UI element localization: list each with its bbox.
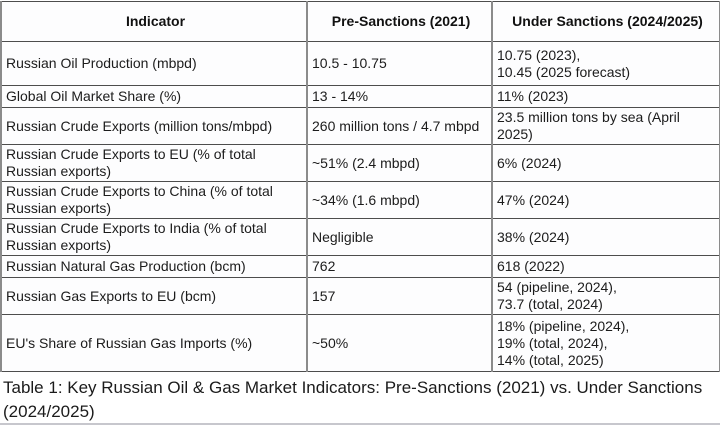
- column-header-pre-sanctions: Pre-Sanctions (2021): [306, 1, 493, 42]
- column-header-indicator: Indicator: [0, 1, 308, 42]
- table-row: Russian Crude Exports (million tons/mbpd…: [0, 107, 720, 145]
- table-row: Russian Oil Production (mbpd) 10.5 - 10.…: [0, 41, 720, 86]
- cell-indicator: Russian Crude Exports to India (% of tot…: [0, 218, 308, 256]
- cell-pre-sanctions: ~34% (1.6 mbpd): [306, 181, 493, 219]
- cell-pre-sanctions: ~50%: [306, 314, 493, 372]
- cell-indicator: Russian Crude Exports (million tons/mbpd…: [0, 107, 308, 145]
- cell-indicator: Russian Crude Exports to China (% of tot…: [0, 181, 308, 219]
- indicators-table: Indicator Pre-Sanctions (2021) Under San…: [0, 1, 720, 372]
- cell-under-sanctions: 11% (2023): [491, 85, 720, 108]
- table-row: EU's Share of Russian Gas Imports (%) ~5…: [0, 314, 720, 372]
- cell-pre-sanctions: 13 - 14%: [306, 85, 493, 108]
- page-bottom-divider: [0, 423, 720, 425]
- cell-pre-sanctions: 260 million tons / 4.7 mbpd: [306, 107, 493, 145]
- cell-under-sanctions: 38% (2024): [491, 218, 720, 256]
- cell-indicator: Russian Oil Production (mbpd): [0, 41, 308, 86]
- cell-under-sanctions: 23.5 million tons by sea (April 2025): [491, 107, 720, 145]
- cell-indicator: EU's Share of Russian Gas Imports (%): [0, 314, 308, 372]
- cell-pre-sanctions: ~51% (2.4 mbpd): [306, 144, 493, 182]
- table-caption: Table 1: Key Russian Oil & Gas Market In…: [3, 378, 703, 421]
- cell-pre-sanctions: 10.5 - 10.75: [306, 41, 493, 86]
- cell-indicator: Russian Natural Gas Production (bcm): [0, 255, 308, 278]
- table-row: Global Oil Market Share (%) 13 - 14% 11%…: [0, 85, 720, 108]
- cell-indicator: Russian Gas Exports to EU (bcm): [0, 277, 308, 315]
- cell-indicator: Russian Crude Exports to EU (% of total …: [0, 144, 308, 182]
- table-row: Russian Crude Exports to India (% of tot…: [0, 218, 720, 256]
- table-row: Russian Crude Exports to EU (% of total …: [0, 144, 720, 182]
- cell-pre-sanctions: 762: [306, 255, 493, 278]
- cell-pre-sanctions: Negligible: [306, 218, 493, 256]
- table-header-row: Indicator Pre-Sanctions (2021) Under San…: [0, 1, 720, 42]
- table-row: Russian Gas Exports to EU (bcm) 157 54 (…: [0, 277, 720, 315]
- cell-under-sanctions: 618 (2022): [491, 255, 720, 278]
- cell-under-sanctions: 47% (2024): [491, 181, 720, 219]
- table-row: Russian Natural Gas Production (bcm) 762…: [0, 255, 720, 278]
- cell-indicator: Global Oil Market Share (%): [0, 85, 308, 108]
- cell-under-sanctions: 6% (2024): [491, 144, 720, 182]
- cell-under-sanctions: 18% (pipeline, 2024), 19% (total, 2024),…: [491, 314, 720, 372]
- cell-under-sanctions: 10.75 (2023), 10.45 (2025 forecast): [491, 41, 720, 86]
- cell-under-sanctions: 54 (pipeline, 2024), 73.7 (total, 2024): [491, 277, 720, 315]
- column-header-under-sanctions: Under Sanctions (2024/2025): [491, 1, 720, 42]
- cell-pre-sanctions: 157: [306, 277, 493, 315]
- table-row: Russian Crude Exports to China (% of tot…: [0, 181, 720, 219]
